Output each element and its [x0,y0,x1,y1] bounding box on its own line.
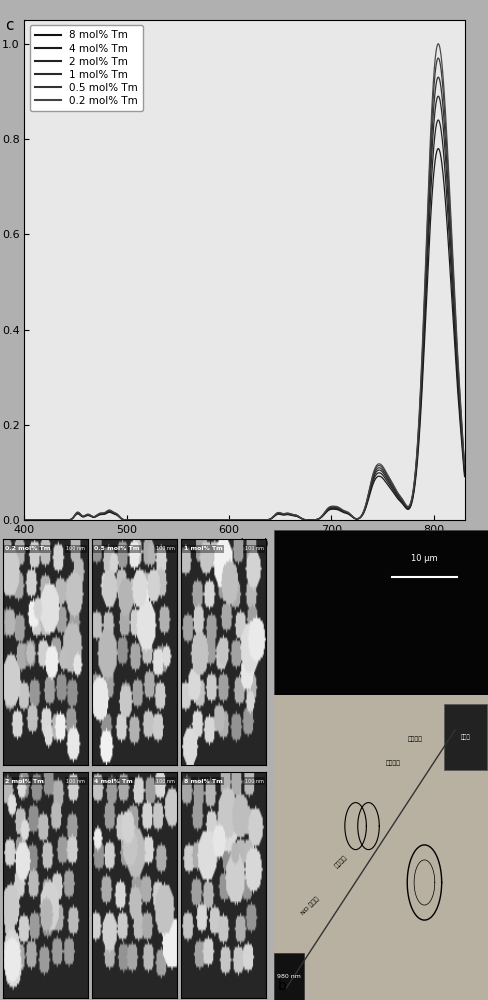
FancyBboxPatch shape [273,530,488,694]
Text: 一向色性: 一向色性 [333,855,348,869]
FancyBboxPatch shape [273,694,488,1000]
Text: 显微镜体: 显微镜体 [407,737,421,742]
Text: 980 nm: 980 nm [276,974,300,979]
Legend: 8 mol% Tm, 4 mol% Tm, 2 mol% Tm, 1 mol% Tm, 0.5 mol% Tm, 0.2 mol% Tm: 8 mol% Tm, 4 mol% Tm, 2 mol% Tm, 1 mol% … [30,25,143,111]
Text: b: b [278,979,286,993]
Text: 纳米晶体: 纳米晶体 [385,760,400,766]
Text: 10 μm: 10 μm [410,554,437,563]
FancyBboxPatch shape [443,704,486,770]
Text: c: c [5,18,13,33]
FancyBboxPatch shape [273,953,304,1000]
Text: ND 滤光器: ND 滤光器 [299,896,319,916]
Text: 光谱仪: 光谱仪 [460,734,469,740]
X-axis label: 波长 (nm): 波长 (nm) [220,538,268,551]
Text: a: a [3,979,11,993]
